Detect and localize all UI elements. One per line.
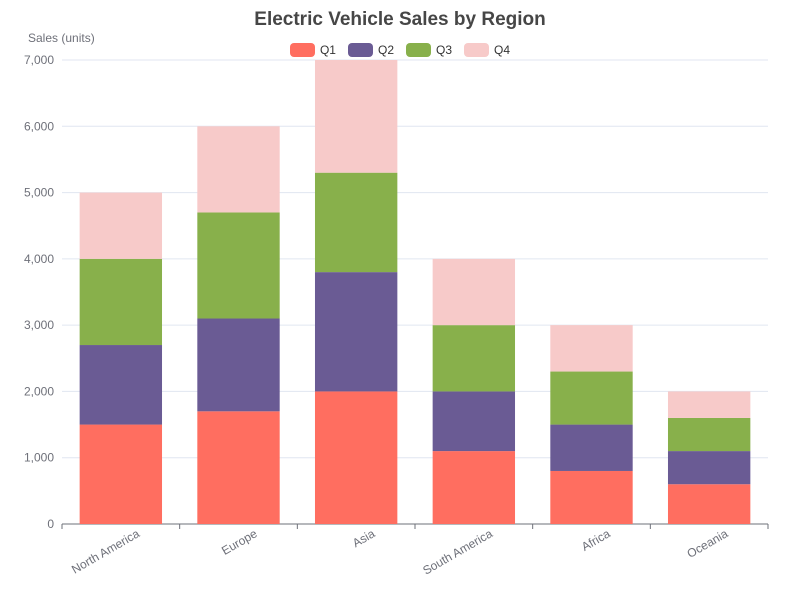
bar-segment-q1 — [432, 451, 516, 524]
bar-segment-q2 — [550, 424, 633, 471]
y-tick-label: 3,000 — [24, 318, 54, 332]
bar-segment-q1 — [79, 424, 163, 524]
x-tick-label: North America — [69, 526, 142, 576]
legend: Q1 Q2 Q3 Q4 — [0, 43, 800, 57]
x-tick-label: Africa — [579, 526, 613, 554]
legend-item-q4[interactable]: Q4 — [464, 43, 510, 57]
bar-segment-q3 — [314, 172, 398, 273]
bar-segment-q1 — [667, 484, 751, 524]
x-tick-label: Oceania — [685, 526, 731, 561]
bar-segment-q4 — [550, 325, 633, 372]
bar-segment-q2 — [79, 345, 163, 425]
bar-segment-q1 — [550, 470, 633, 524]
legend-label-q4: Q4 — [494, 43, 511, 57]
legend-label-q2: Q2 — [377, 43, 394, 57]
y-tick-label: 1,000 — [24, 451, 54, 465]
x-tick-label: Europe — [219, 526, 260, 558]
y-tick-label: 4,000 — [24, 252, 54, 266]
legend-swatch-q3 — [406, 43, 431, 57]
bar-segment-q4 — [79, 192, 163, 259]
legend-item-q3[interactable]: Q3 — [406, 43, 452, 57]
bar-segment-q2 — [197, 318, 280, 412]
y-tick-label: 0 — [47, 517, 54, 531]
y-tick-label: 2,000 — [24, 384, 54, 398]
x-tick-label: South America — [420, 526, 495, 577]
legend-swatch-q1 — [289, 43, 315, 57]
legend-swatch-q4 — [464, 43, 490, 57]
y-axis-label: Sales (units) — [28, 31, 95, 45]
bar-segment-q4 — [432, 258, 516, 326]
legend-swatch-q2 — [347, 43, 373, 57]
legend-label-q3: Q3 — [436, 43, 453, 57]
bar-segment-q2 — [667, 451, 751, 485]
bar-segment-q3 — [667, 417, 751, 452]
bar-segment-q3 — [550, 371, 633, 425]
bar-segment-q3 — [197, 212, 280, 319]
chart-title: Electric Vehicle Sales by Region — [254, 9, 546, 30]
legend-item-q1[interactable]: Q1 — [289, 43, 336, 57]
legend-label-q1: Q1 — [319, 43, 336, 57]
y-tick-label: 7,000 — [24, 53, 54, 67]
x-tick-label: Asia — [350, 526, 377, 550]
y-tick-label: 5,000 — [24, 186, 54, 200]
bar-segment-q2 — [432, 391, 516, 452]
bar-segment-q4 — [197, 126, 280, 213]
bar-segment-q2 — [314, 272, 398, 392]
bar-segment-q3 — [432, 325, 516, 392]
bar-segment-q1 — [314, 391, 398, 524]
bar-segment-q4 — [667, 391, 751, 418]
bar-segment-q4 — [314, 60, 398, 173]
bar-segment-q1 — [197, 411, 280, 524]
bar-segment-q3 — [79, 258, 163, 346]
y-tick-label: 6,000 — [24, 119, 54, 133]
legend-item-q2[interactable]: Q2 — [347, 43, 394, 57]
